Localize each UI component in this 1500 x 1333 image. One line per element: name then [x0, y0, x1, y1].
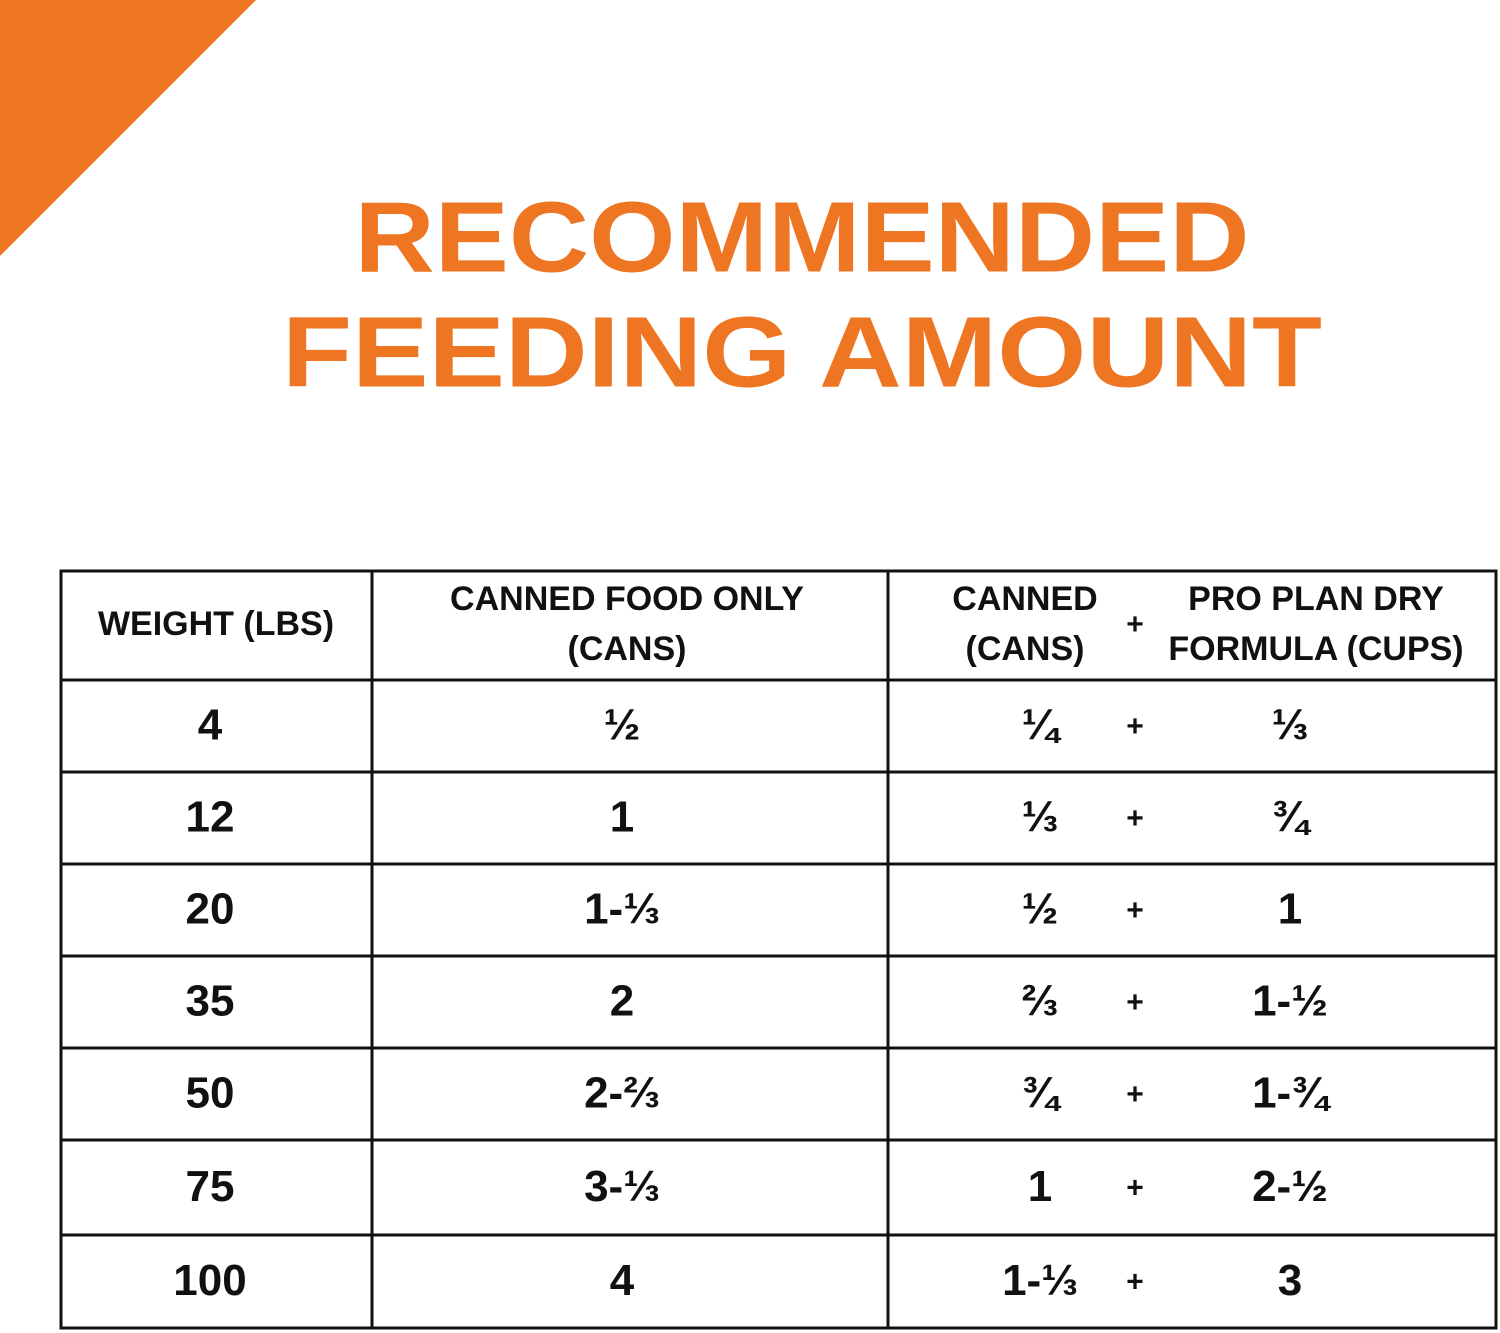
header-combo-dry: PRO PLAN DRY [1188, 580, 1444, 618]
canned-only-cell: ½ [604, 701, 641, 750]
combo-canned-cell: ½ [1022, 885, 1059, 934]
plus-sign: + [1126, 1171, 1144, 1204]
header-plus: + [1126, 608, 1144, 641]
header-canned-only: (CANS) [568, 630, 687, 668]
combo-dry-cell: ⅓ [1272, 701, 1309, 750]
canned-only-cell: 3-⅓ [584, 1162, 660, 1211]
combo-canned-cell: ¼ [1022, 701, 1062, 750]
title-line: RECOMMENDED [355, 181, 1250, 293]
weight-cell: 75 [186, 1162, 235, 1211]
combo-dry-cell: 3 [1278, 1256, 1302, 1305]
header-combo-dry: FORMULA (CUPS) [1168, 630, 1463, 668]
plus-sign: + [1126, 986, 1144, 1019]
header-combo-canned: CANNED [952, 580, 1097, 618]
corner-decoration [0, 0, 256, 256]
canned-only-cell: 2 [610, 977, 634, 1026]
header-combo-canned: (CANS) [966, 630, 1085, 668]
combo-dry-cell: 1 [1278, 885, 1302, 934]
combo-dry-cell: 1-¾ [1252, 1069, 1331, 1118]
plus-sign: + [1126, 802, 1144, 835]
title-line: FEEDING AMOUNT [282, 296, 1322, 408]
weight-cell: 100 [173, 1256, 246, 1305]
weight-cell: 35 [186, 977, 235, 1026]
canned-only-cell: 1 [610, 793, 634, 842]
canned-only-cell: 4 [610, 1256, 635, 1305]
plus-sign: + [1126, 710, 1144, 743]
weight-cell: 50 [186, 1069, 235, 1118]
canned-only-cell: 1-⅓ [584, 885, 660, 934]
plus-sign: + [1126, 1265, 1144, 1298]
combo-dry-cell: ¾ [1272, 793, 1312, 842]
header-canned-only: CANNED FOOD ONLY [450, 580, 804, 618]
plus-sign: + [1126, 894, 1144, 927]
combo-canned-cell: ⅓ [1022, 793, 1059, 842]
combo-canned-cell: ¾ [1022, 1069, 1062, 1118]
plus-sign: + [1126, 1078, 1144, 1111]
weight-cell: 12 [186, 793, 235, 842]
table-border [59, 569, 1498, 1330]
header-weight: WEIGHT (LBS) [98, 605, 334, 643]
combo-canned-cell: ⅔ [1022, 977, 1059, 1026]
canned-only-cell: 2-⅔ [584, 1069, 660, 1118]
weight-cell: 4 [198, 701, 223, 750]
combo-canned-cell: 1-⅓ [1002, 1256, 1078, 1305]
combo-dry-cell: 1-½ [1252, 977, 1328, 1026]
weight-cell: 20 [186, 885, 235, 934]
combo-dry-cell: 2-½ [1252, 1162, 1328, 1211]
combo-canned-cell: 1 [1028, 1162, 1052, 1211]
